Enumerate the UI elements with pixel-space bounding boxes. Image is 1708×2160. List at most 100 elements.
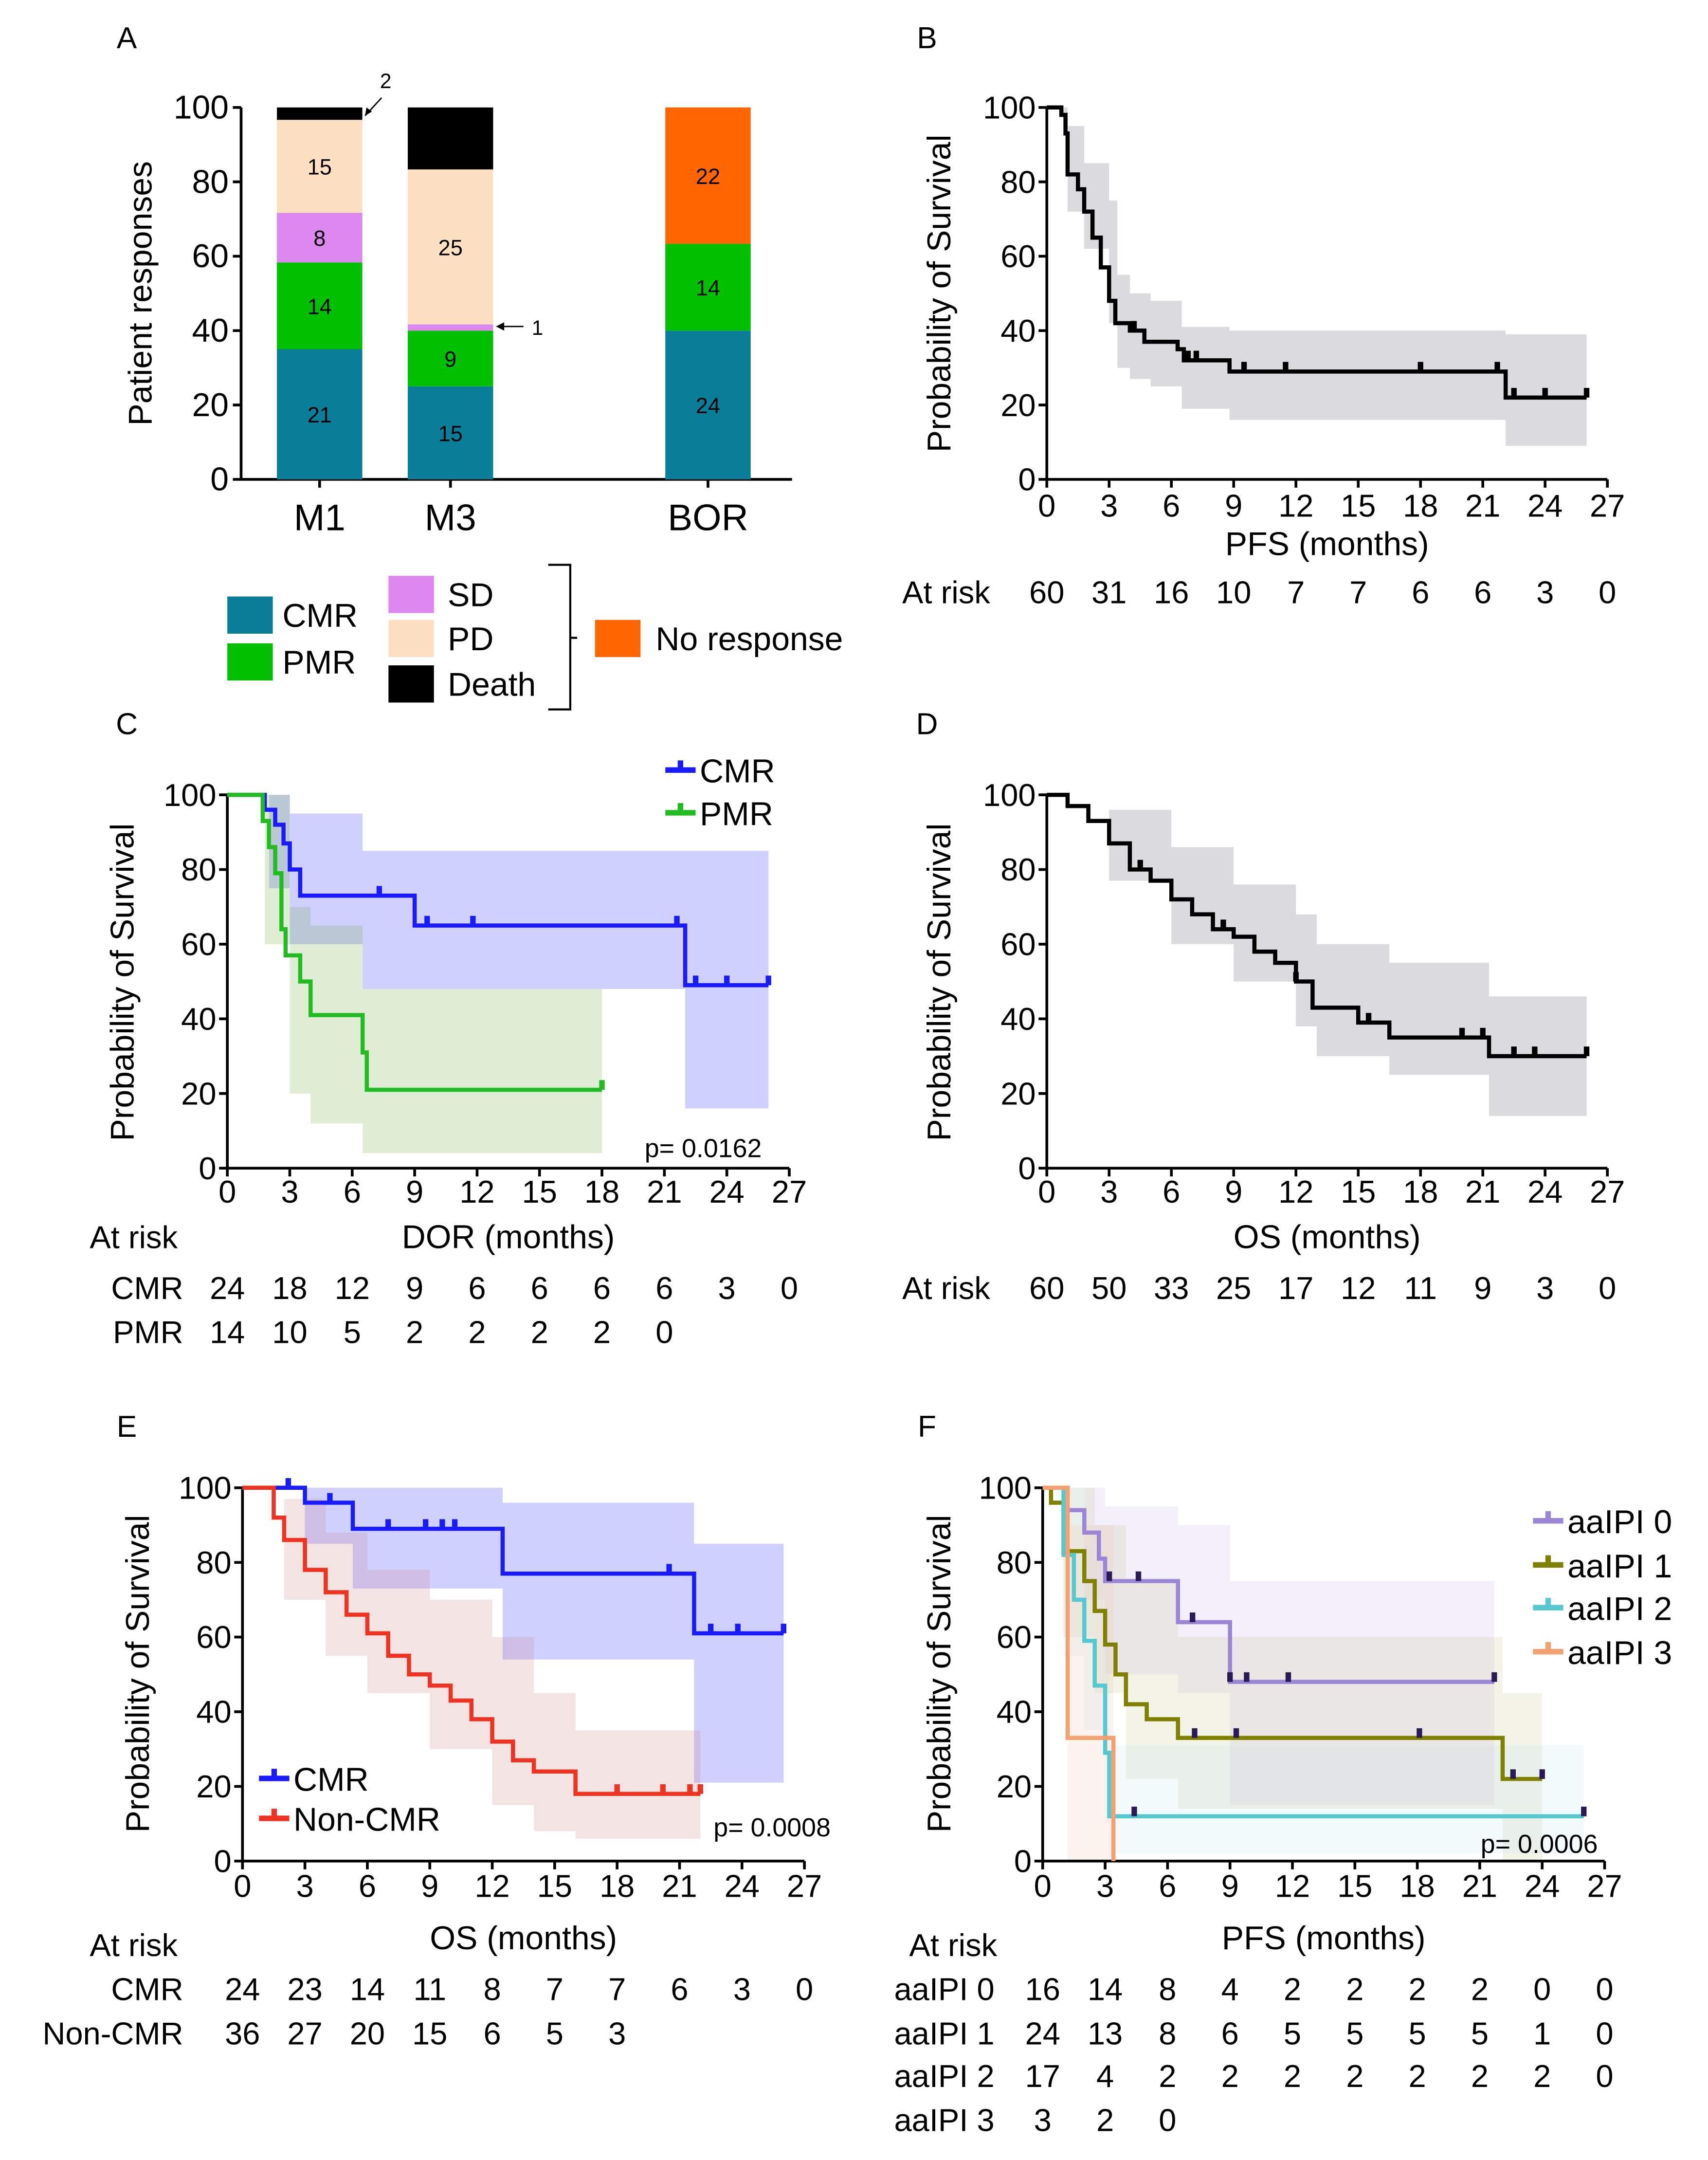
censor-mark [424,915,430,926]
at-risk-header: At risk [902,575,990,610]
at-risk-value: 6 [1412,575,1429,610]
legend-label: PD [448,621,493,658]
censor-mark [674,915,680,926]
bar-segment-pmr [407,330,493,386]
x-tick-label: 27 [1590,488,1625,523]
censor-mark [1581,1806,1587,1816]
at-risk-value: 24 [1025,2015,1060,2051]
censor-mark [1293,971,1299,982]
censor-mark [687,1784,693,1794]
x-tick-label: 3 [1096,1868,1114,1904]
at-risk-value: 0 [1533,1972,1551,2007]
x-tick-label: M1 [294,497,345,539]
censor-mark [735,1624,741,1633]
legend-label: CMR [293,1761,369,1798]
at-risk-value: 4 [1096,2058,1114,2094]
at-risk-value: 5 [1409,2015,1426,2051]
bar-segment-cmr [277,349,363,479]
at-risk-value: 7 [1349,575,1367,610]
legend-bracket [548,564,578,711]
x-tick-label: 15 [1341,488,1376,523]
at-risk-value: 14 [1088,1972,1123,2007]
y-tick-label: 60 [1000,927,1036,962]
y-tick-label: 40 [997,1694,1032,1730]
legend-label: aaIPI 1 [1567,1548,1672,1585]
x-tick-label: 15 [522,1174,557,1209]
x-tick-label: 9 [1221,1868,1239,1904]
at-risk-value: 6 [1221,2015,1239,2051]
y-tick-label: 80 [196,1545,231,1580]
at-risk-value: 6 [1474,575,1491,610]
censor-mark [1185,350,1191,361]
panel-letter: E [117,1410,137,1444]
at-risk-row-label: CMR [111,1270,183,1306]
y-tick-label: 60 [997,1619,1032,1655]
censor-mark [1227,1672,1233,1682]
x-tick-label: 24 [1527,488,1563,523]
bar-segment-cmr [665,330,751,479]
x-tick-label: BOR [668,497,748,539]
censor-mark [1241,362,1247,372]
confidence-band [1047,107,1587,446]
x-tick-label: 3 [1100,1174,1118,1209]
at-risk-row-label: PMR [113,1315,183,1350]
censor-mark [781,1624,786,1633]
censor-mark [327,1493,333,1503]
at-risk-value: 10 [272,1315,307,1350]
censor-mark [599,1080,605,1090]
x-tick-label: 12 [474,1868,509,1904]
at-risk-value: 6 [468,1270,486,1306]
y-tick-label: 100 [983,777,1036,813]
at-risk-value: 12 [335,1270,370,1306]
at-risk-value: 2 [1284,2058,1301,2094]
y-tick-label: 40 [196,1694,231,1730]
at-risk-value: 13 [1088,2015,1123,2051]
at-risk-value: 1 [1533,2015,1551,2051]
censor-mark [1583,1046,1590,1057]
bar-value-label: 15 [308,155,332,180]
at-risk-header: At risk [902,1270,990,1306]
at-risk-value: 3 [608,2015,626,2051]
censor-mark [724,975,730,986]
at-risk-value: 25 [1216,1270,1251,1306]
at-risk-value: 2 [1409,2058,1426,2094]
legend-censor-mark [677,803,684,813]
at-risk-value: 5 [546,2015,563,2051]
at-risk-value: 11 [413,1972,446,2007]
censor-mark [1539,1769,1545,1779]
x-axis-label: OS (months) [430,1920,617,1957]
panel-letter: A [117,21,137,55]
y-tick-label: 60 [192,238,229,275]
at-risk-value: 3 [718,1270,736,1306]
survival-curve-pmr [227,792,602,1092]
censor-mark [1192,1728,1198,1738]
legend-label: Non-CMR [293,1802,440,1838]
at-risk-value: 17 [1025,2058,1060,2094]
at-risk-value: 0 [781,1270,798,1306]
p-value: p= 0.0162 [645,1134,762,1163]
y-tick-label: 0 [1018,1151,1036,1186]
at-risk-value: 5 [1471,2015,1489,2051]
at-risk-value: 5 [1284,2015,1301,2051]
at-risk-value: 2 [1471,2058,1489,2094]
at-risk-value: 6 [593,1270,611,1306]
at-risk-value: 18 [272,1270,307,1306]
x-tick-label: 24 [725,1868,760,1904]
legend-censor-mark [1545,1555,1551,1565]
y-tick-label: 20 [192,387,229,423]
at-risk-value: 16 [1154,575,1189,610]
x-tick-label: 12 [1278,488,1313,523]
legend-swatch [388,620,434,658]
x-tick-label: 21 [1465,488,1500,523]
at-risk-value: 0 [655,1315,673,1350]
x-tick-label: 6 [1163,1174,1180,1209]
x-tick-label: 21 [647,1174,682,1209]
censor-mark [1583,388,1590,398]
at-risk-value: 11 [1404,1270,1437,1306]
at-risk-value: 2 [1346,1972,1363,2007]
legend-label: CMR [282,598,358,634]
panel-letter: C [116,708,138,741]
at-risk-value: 7 [608,1972,626,2007]
at-risk-value: 4 [1221,1972,1239,2007]
